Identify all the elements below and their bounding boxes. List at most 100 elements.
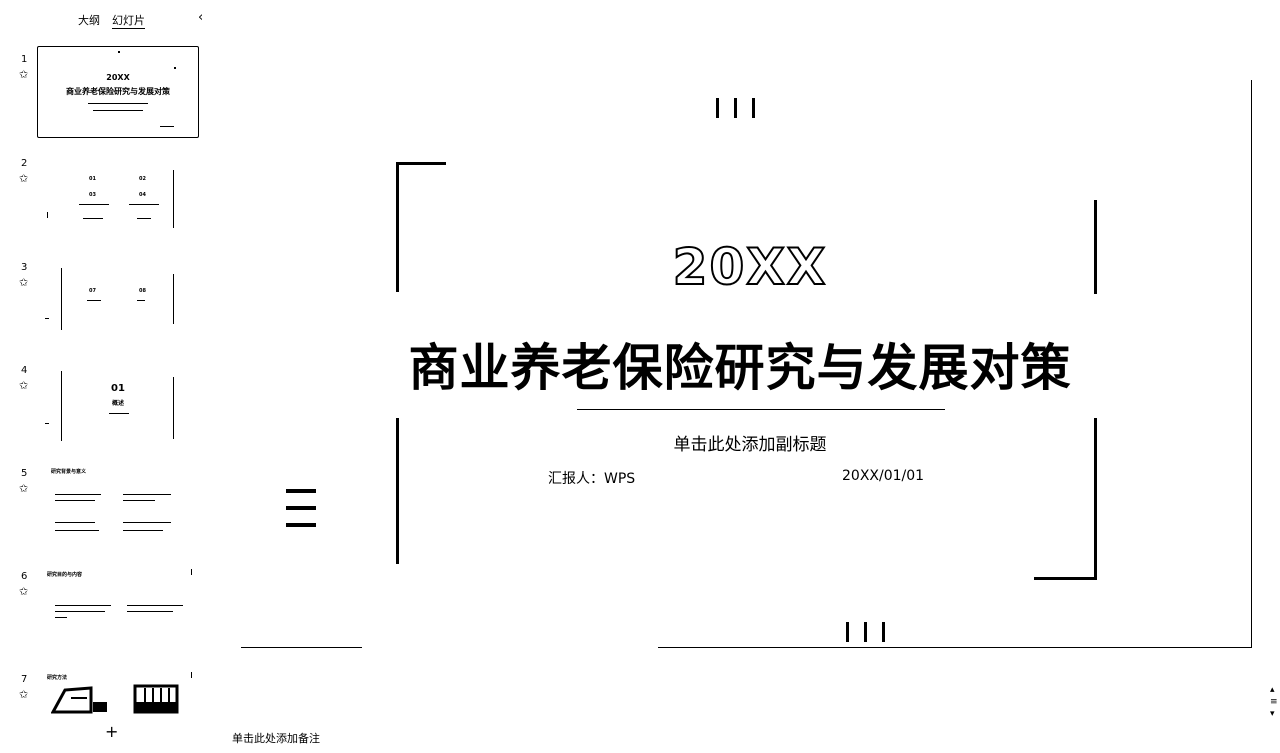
thumb-frame-line — [61, 371, 62, 441]
right-mini-icon[interactable]: ≡ — [1270, 697, 1278, 707]
thumbnail-preview[interactable]: 研究目的与内容 — [37, 563, 199, 655]
thumb-image-right — [133, 684, 179, 714]
slide-number: 3 — [21, 262, 28, 273]
thumb-label: 01 — [89, 176, 96, 182]
inner-frame-top-line — [396, 162, 446, 165]
slide-thumbnail-1[interactable]: 1 ✩ 20XX 商业养老保险研究与发展对策 — [0, 46, 215, 138]
thumbnail-preview[interactable]: 01 概述 — [37, 357, 199, 449]
tab-slides[interactable]: 幻灯片 — [112, 14, 145, 29]
thumbnail-preview[interactable]: 20XX 商业养老保险研究与发展对策 — [37, 46, 199, 138]
thumb-text-line — [137, 300, 145, 301]
thumbnail-preview[interactable]: 研究背景与意义 — [37, 460, 199, 552]
frame-right-line — [1251, 80, 1252, 648]
thumb-text-line — [55, 522, 95, 523]
thumb-text-line — [55, 617, 67, 618]
thumb-mark — [160, 126, 174, 127]
slide-thumbnail-7[interactable]: 7 ✩ 研究方法 — [0, 666, 215, 716]
thumb-divider — [88, 103, 148, 104]
slide-number: 7 — [21, 674, 28, 685]
thumb-frame-line — [61, 268, 62, 330]
thumb-mark — [45, 423, 49, 424]
slide-number: 5 — [21, 468, 28, 479]
thumb-heading: 研究背景与意义 — [51, 469, 87, 475]
frame-bottom-right-line — [658, 647, 1252, 648]
star-icon[interactable]: ✩ — [19, 688, 29, 701]
slide-thumbnail-3[interactable]: 3 ✩ 07 08 — [0, 254, 215, 346]
thumb-text-line — [87, 300, 101, 301]
star-icon[interactable]: ✩ — [19, 585, 29, 598]
thumb-text-line — [83, 218, 103, 219]
thumb-label: 03 — [89, 192, 96, 198]
inner-frame-left-upper — [396, 162, 399, 292]
thumb-text-line — [123, 522, 171, 523]
thumb-text-line — [79, 204, 109, 205]
thumb-label: 04 — [139, 192, 146, 198]
star-icon[interactable]: ✩ — [19, 68, 29, 81]
thumbnail-preview[interactable]: 01 02 03 04 — [37, 150, 199, 242]
slide-year[interactable]: 20XX — [672, 237, 828, 297]
thumb-mark — [47, 212, 48, 218]
inner-frame-right-lower — [1094, 418, 1097, 580]
slide-thumbnail-5[interactable]: 5 ✩ 研究背景与意义 — [0, 460, 215, 552]
thumb-heading: 研究目的与内容 — [47, 572, 83, 578]
slide-thumbnail-4[interactable]: 4 ✩ 01 概述 — [0, 357, 215, 449]
thumb-frame-line — [173, 170, 174, 228]
frame-bottom-left-line — [241, 647, 362, 648]
thumbnail-preview[interactable]: 研究方法 — [37, 666, 199, 716]
thumb-text-line — [55, 611, 105, 612]
right-mini-icon[interactable]: ▾ — [1270, 709, 1275, 719]
thumb-label: 02 — [139, 176, 146, 182]
right-mini-icon[interactable]: ▴ — [1270, 685, 1275, 695]
thumb-subtitle-line — [93, 110, 143, 111]
thumb-text-line — [123, 500, 155, 501]
thumb-mark — [191, 672, 192, 678]
thumb-label: 07 — [89, 288, 96, 294]
inner-frame-left-lower — [396, 418, 399, 564]
thumb-mark — [174, 67, 176, 69]
thumb-mark — [118, 51, 120, 53]
thumb-label: 01 — [111, 383, 125, 394]
thumb-text-line — [55, 605, 111, 606]
star-icon[interactable]: ✩ — [19, 276, 29, 289]
thumb-text-line — [127, 611, 173, 612]
slide-thumbnail-2[interactable]: 2 ✩ 01 02 03 04 — [0, 150, 215, 242]
thumb-frame-line — [173, 274, 174, 324]
slide-subtitle[interactable]: 单击此处添加副标题 — [673, 435, 827, 455]
thumb-mark — [191, 569, 192, 575]
slide-number: 2 — [21, 158, 28, 169]
thumb-image-left — [51, 686, 107, 714]
notes-placeholder[interactable]: 单击此处添加备注 — [232, 732, 320, 745]
star-icon[interactable]: ✩ — [19, 172, 29, 185]
thumb-heading: 研究方法 — [47, 675, 68, 681]
thumb-label: 概述 — [112, 400, 125, 407]
thumb-text-line — [55, 500, 95, 501]
add-slide-icon[interactable]: + — [105, 722, 119, 741]
thumb-text-line — [123, 494, 171, 495]
slide-panel: 大纲 幻灯片 ‹ 1 ✩ 20XX 商业养老保险研究与发展对策 2 ✩ 01 0… — [0, 0, 215, 753]
slide-number: 4 — [21, 365, 28, 376]
slide-reporter[interactable]: 汇报人：WPS — [548, 471, 636, 487]
thumb-mark — [45, 318, 49, 319]
thumb-text-line — [127, 605, 183, 606]
star-icon[interactable]: ✩ — [19, 379, 29, 392]
tab-outline[interactable]: 大纲 — [78, 14, 100, 27]
thumb-text-line — [55, 494, 101, 495]
collapse-panel-icon[interactable]: ‹ — [198, 10, 204, 25]
thumb-frame-line — [173, 377, 174, 439]
slide-thumbnail-6[interactable]: 6 ✩ 研究目的与内容 — [0, 563, 215, 655]
panel-tabs: 大纲 幻灯片 — [78, 12, 145, 29]
thumb-text-line — [129, 204, 159, 205]
thumb-text-line — [137, 218, 151, 219]
thumb-text-line — [123, 530, 163, 531]
title-divider — [577, 409, 945, 410]
inner-frame-bottom-line — [1034, 577, 1097, 580]
slide-number: 6 — [21, 571, 28, 582]
thumb-title: 商业养老保险研究与发展对策 — [66, 87, 170, 96]
thumbnail-preview[interactable]: 07 08 — [37, 254, 199, 346]
star-icon[interactable]: ✩ — [19, 482, 29, 495]
slide-title[interactable]: 商业养老保险研究与发展对策 — [408, 339, 1072, 397]
slide-date[interactable]: 20XX/01/01 — [842, 468, 925, 484]
thumb-year: 20XX — [106, 73, 130, 82]
slide-number: 1 — [21, 54, 28, 65]
inner-frame-right-upper — [1094, 200, 1097, 294]
